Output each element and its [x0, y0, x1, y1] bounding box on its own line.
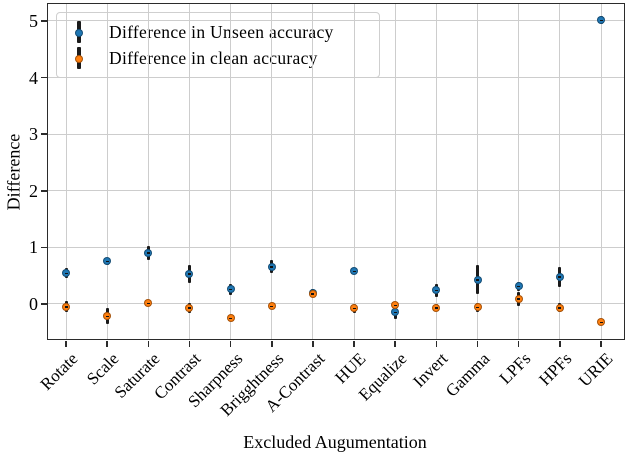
marker-unseen [267, 262, 276, 271]
y-tick-mark [41, 20, 47, 22]
x-tick-mark [435, 341, 438, 347]
x-tick-mark [353, 341, 355, 347]
v-gridline [600, 4, 602, 339]
v-gridline [477, 4, 479, 339]
h-gridline [48, 246, 624, 248]
marker-unseen [185, 269, 194, 278]
marker-clean [185, 303, 194, 312]
marker-unseen [103, 257, 112, 266]
x-tick-mark [106, 341, 108, 347]
marker-clean [391, 301, 400, 310]
x-tick-mark [476, 341, 479, 347]
h-gridline [48, 20, 624, 22]
v-gridline [312, 4, 314, 339]
marker-clean [226, 314, 235, 323]
plot-area: Difference in Unseen accuracy Difference … [29, 3, 625, 420]
x-tick-mark [188, 341, 191, 347]
marker-clean [62, 302, 70, 311]
legend: Difference in Unseen accuracy Difference … [56, 12, 380, 78]
legend-label: Difference in clean accuracy [109, 47, 318, 68]
marker-clean [597, 318, 605, 327]
legend-item: Difference in clean accuracy [71, 45, 369, 71]
v-gridline [271, 4, 273, 339]
x-tick-mark [394, 341, 397, 347]
marker-clean [267, 302, 276, 311]
marker-unseen [514, 282, 523, 291]
marker-clean [103, 312, 112, 321]
h-gridline [48, 133, 624, 135]
errorbar-marker-icon [71, 46, 87, 70]
y-tick-label: 3 [29, 124, 38, 145]
marker-clean [350, 304, 359, 313]
marker-unseen [62, 269, 70, 278]
marker-unseen [226, 285, 235, 294]
v-gridline [518, 4, 520, 339]
y-tick-label: 0 [29, 293, 38, 314]
v-gridline [394, 4, 396, 339]
marker-unseen [432, 286, 441, 295]
x-tick-mark [270, 341, 273, 347]
marker-unseen [350, 267, 359, 276]
h-gridline [48, 303, 624, 305]
y-tick-label: 5 [29, 10, 38, 31]
y-tick-mark [41, 246, 47, 249]
y-tick-mark [41, 189, 47, 192]
v-gridline [188, 4, 190, 339]
legend-label: Difference in Unseen accuracy [109, 21, 334, 42]
marker-clean [555, 303, 564, 312]
marker-clean [473, 303, 482, 312]
x-tick-mark [517, 341, 520, 347]
v-gridline [353, 4, 355, 339]
x-tick-mark [559, 341, 561, 347]
y-axis-label: Difference [3, 133, 24, 211]
errorbar-marker-icon [71, 20, 87, 44]
h-gridline [48, 190, 624, 192]
v-gridline [147, 4, 149, 339]
marker-clean [514, 294, 523, 303]
y-tick-label: 1 [29, 237, 38, 258]
marker-clean [308, 289, 317, 298]
y-tick-label: 2 [29, 180, 38, 201]
h-gridline [48, 77, 624, 79]
y-tick-mark [41, 133, 47, 135]
v-gridline [65, 4, 67, 339]
legend-item: Difference in Unseen accuracy [71, 19, 369, 45]
x-axis-label: Excluded Augumentation [243, 432, 427, 452]
marker-unseen [144, 248, 153, 257]
marker-unseen [473, 275, 482, 284]
x-tick-mark [229, 341, 232, 347]
marker-unseen [597, 16, 605, 25]
marker-clean [144, 299, 153, 308]
v-gridline [230, 4, 232, 339]
y-tick-label: 4 [29, 67, 38, 88]
x-tick-mark [65, 341, 67, 347]
x-tick-mark [600, 341, 602, 347]
y-tick-mark [41, 303, 47, 305]
x-tick-mark [147, 341, 150, 347]
marker-unseen [391, 308, 400, 317]
v-gridline [559, 4, 561, 339]
marker-unseen [555, 272, 564, 281]
v-gridline [106, 4, 108, 339]
v-gridline [435, 4, 437, 339]
marker-clean [432, 303, 441, 312]
y-tick-mark [41, 76, 47, 79]
x-tick-mark [312, 341, 314, 347]
